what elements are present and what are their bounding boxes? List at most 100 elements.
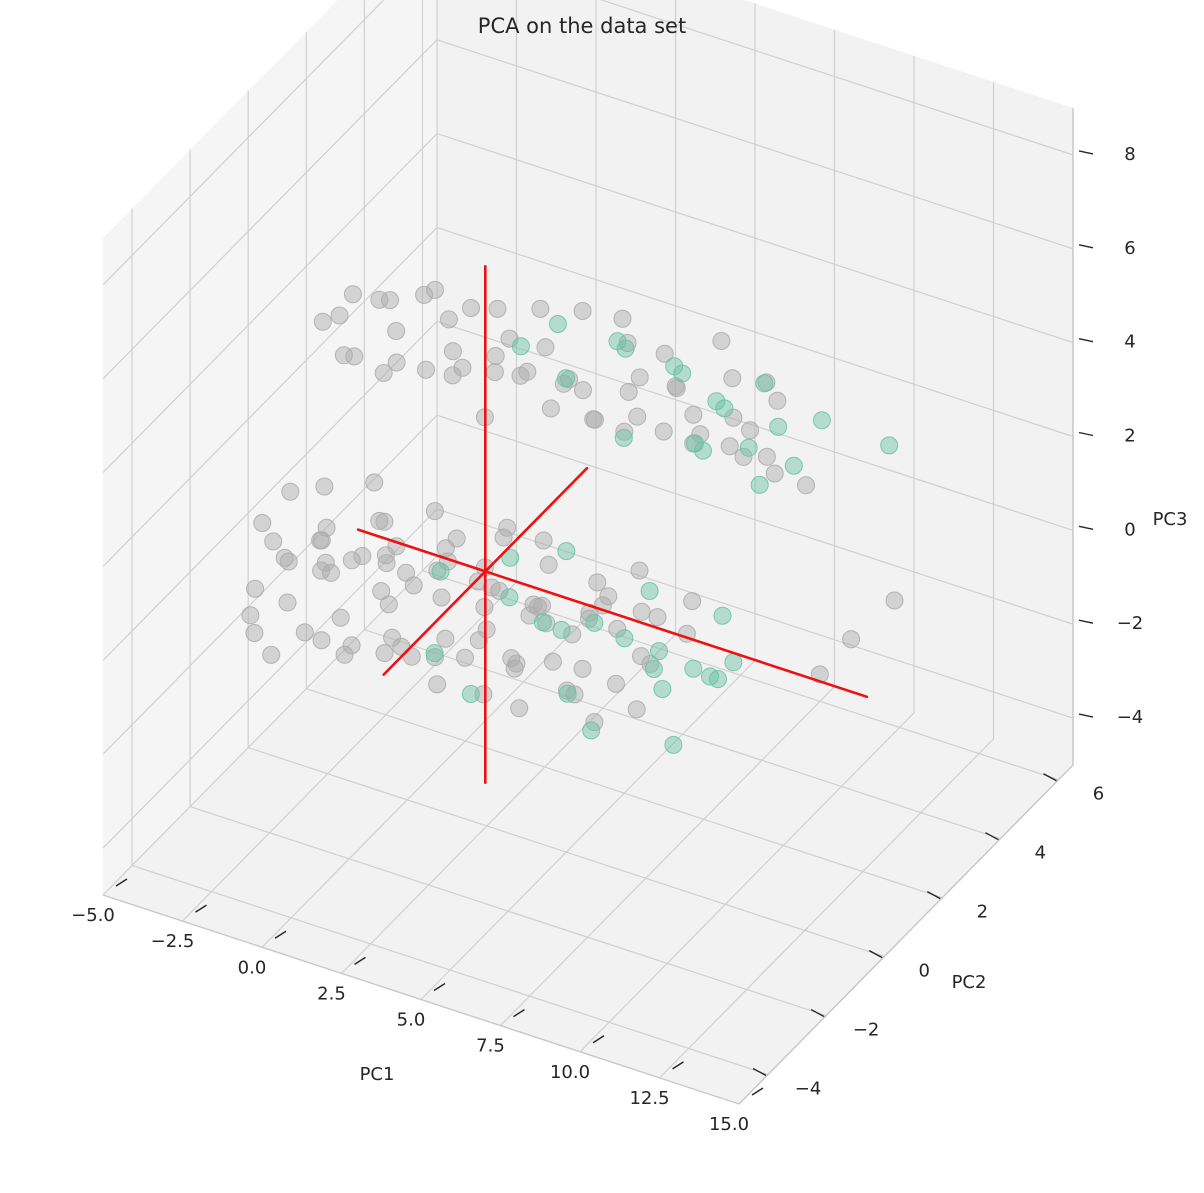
scatter-point-grey <box>684 405 703 424</box>
scatter-point-grey <box>278 593 297 612</box>
component-vector-line <box>356 528 487 573</box>
z-tick-label: 4 <box>1124 332 1135 353</box>
scatter-point-grey <box>505 659 524 678</box>
scatter-point-green <box>755 374 774 393</box>
scatter-point-green <box>812 411 831 430</box>
scatter-point-grey <box>654 422 673 441</box>
scatter-point-grey <box>741 421 760 440</box>
scatter-point-grey <box>608 619 627 638</box>
scatter-point-grey <box>426 280 444 299</box>
scatter-point-grey <box>534 531 553 550</box>
scatter-points <box>241 280 904 754</box>
y-axis-label: PC2 <box>952 972 987 993</box>
scatter-point-grey <box>383 628 402 647</box>
scatter-point-grey <box>462 299 480 317</box>
scatter-point-green <box>784 456 803 475</box>
scatter-point-green <box>769 417 788 436</box>
y-tick <box>926 891 941 900</box>
x-tick-label: 5.0 <box>397 1010 426 1031</box>
scatter-point-grey <box>498 518 517 537</box>
x-tick-label: −5.0 <box>71 905 115 926</box>
z-grid-line <box>102 414 1074 755</box>
scatter-point-grey <box>245 624 264 642</box>
z-grid-line <box>102 132 1074 474</box>
scatter-point-grey <box>734 447 753 466</box>
scatter-point-grey <box>313 312 332 331</box>
scatter-point-grey <box>502 649 521 668</box>
x-tick-label: 2.5 <box>317 983 346 1004</box>
scatter-point-grey <box>374 364 393 382</box>
scatter-point-grey <box>531 299 550 318</box>
scatter-point-grey <box>563 625 582 644</box>
scatter-point-grey <box>486 347 505 365</box>
scatter-point-grey <box>370 290 389 309</box>
y-grid-line <box>363 0 1001 840</box>
scatter-point-grey <box>757 447 776 466</box>
scatter-point-green <box>501 548 520 567</box>
z-grid-line <box>102 0 1074 286</box>
scatter-point-grey <box>485 363 504 382</box>
z-grid-line <box>102 39 1074 380</box>
scatter-point-grey <box>375 512 394 531</box>
y-tick-label: 4 <box>1035 843 1046 864</box>
z-tick <box>1078 431 1094 437</box>
scatter-point-green <box>750 475 769 494</box>
scatter-point-grey <box>488 299 507 318</box>
x-tick <box>115 878 128 887</box>
scatter-point-grey <box>630 561 649 580</box>
scatter-point-grey <box>311 531 330 550</box>
x-tick <box>513 1009 525 1018</box>
scatter-point-green <box>724 653 743 672</box>
scatter-point-grey <box>588 573 607 592</box>
scatter-point-green <box>511 337 530 356</box>
y-axis-line <box>738 764 1074 1105</box>
y-grid-line <box>247 90 885 958</box>
scatter-point-green <box>739 438 758 457</box>
scatter-point-grey <box>415 285 434 304</box>
scatter-point-grey <box>628 407 647 426</box>
z-tick-label: −2 <box>1117 613 1144 634</box>
scatter-point-grey <box>607 674 625 693</box>
scatter-point-grey <box>343 285 362 304</box>
scatter-point-grey <box>724 408 743 427</box>
y-grid-line <box>305 31 943 899</box>
y-tick <box>1043 773 1057 782</box>
scatter-point-green <box>548 315 567 333</box>
y-grid-line <box>131 208 769 1076</box>
scatter-point-grey <box>353 547 372 565</box>
y-tick-label: 0 <box>918 961 929 982</box>
z-tick-label: 0 <box>1124 519 1135 540</box>
y-grid-line <box>421 0 1059 781</box>
scatter-point-grey <box>315 477 334 496</box>
scatter-point-grey <box>425 502 444 521</box>
z-grid-line <box>102 508 1074 849</box>
x-tick <box>354 956 366 965</box>
scatter-point-grey <box>585 410 604 429</box>
x-tick-label: 0.0 <box>238 957 267 978</box>
scatter-point-grey <box>630 368 649 387</box>
x-tick-label: 7.5 <box>476 1036 505 1057</box>
scatter-point-grey <box>632 602 651 621</box>
scatter-point-grey <box>425 648 444 667</box>
scatter-point-grey <box>312 631 331 650</box>
scatter-point-grey <box>765 464 784 483</box>
scatter-point-grey <box>518 362 537 381</box>
y-tick <box>985 832 999 841</box>
z-tick-label: 6 <box>1124 238 1135 259</box>
scatter-point-green <box>533 613 552 632</box>
scatter-point-grey <box>345 347 364 366</box>
scatter-point-grey <box>565 685 584 704</box>
scatter-point-green <box>557 542 576 561</box>
scatter-point-grey <box>885 591 904 610</box>
scatter-point-grey <box>335 645 354 664</box>
scatter-point-grey <box>387 322 406 340</box>
scatter-point-grey <box>641 655 660 673</box>
scatter-point-grey <box>543 652 562 671</box>
scatter-point-green <box>615 629 634 648</box>
scatter-point-grey <box>387 353 406 372</box>
y-tick-label: 2 <box>977 902 988 923</box>
scatter-point-grey <box>648 608 667 627</box>
x-axis-label: PC1 <box>360 1064 395 1085</box>
scatter-point-green <box>644 660 663 678</box>
